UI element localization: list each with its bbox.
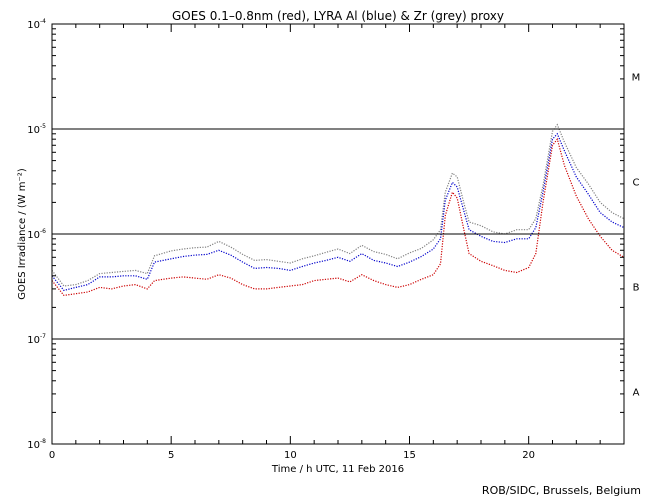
x-tick-label: 0	[49, 450, 55, 461]
x-tick-label: 15	[403, 450, 416, 461]
x-tick-label: 20	[522, 450, 535, 461]
series-line-1	[51, 132, 625, 292]
series-line-2	[51, 137, 625, 297]
flare-class-labels: A B C M	[632, 73, 641, 399]
chart-title: GOES 0.1–0.8nm (red), LYRA Al (blue) & Z…	[172, 9, 504, 23]
x-tick-label: 10	[284, 450, 297, 461]
y-tick-label: 10-4	[27, 18, 46, 31]
x-axis-label: Time / h UTC, 11 Feb 2016	[271, 464, 404, 475]
y-tick-label: 10-5	[27, 123, 46, 136]
flare-class-label: M	[632, 73, 641, 84]
y-tick-label: 10-7	[27, 333, 46, 346]
series-line-0	[51, 123, 625, 287]
x-axis: 0 5 10 15 20	[49, 24, 625, 461]
x-tick-label: 5	[168, 450, 174, 461]
flare-class-label: A	[633, 388, 640, 399]
flare-class-label: B	[633, 283, 640, 294]
y-tick-label: 10-8	[27, 438, 46, 451]
y-axis: 10-8 10-7 10-6 10-5 10-4	[27, 18, 624, 451]
y-tick-label: 10-6	[27, 228, 46, 241]
threshold-lines	[52, 128, 624, 340]
credit-text: ROB/SIDC, Brussels, Belgium	[482, 484, 641, 497]
series-layer	[51, 123, 625, 297]
y-axis-label: GOES Irradiance / (W m⁻²)	[17, 168, 28, 300]
flare-class-label: C	[633, 178, 640, 189]
